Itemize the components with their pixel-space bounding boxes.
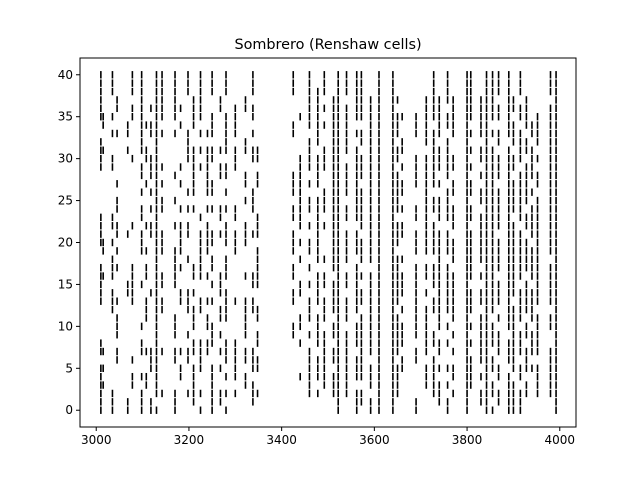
x-tick-label: 3600 [359,433,390,447]
y-tick-label: 0 [65,403,73,417]
spike-marks [100,71,557,414]
x-tick-label: 3800 [452,433,483,447]
y-tick-label: 10 [58,319,73,333]
y-tick-label: 20 [58,236,73,250]
y-tick-label: 25 [58,194,73,208]
y-tick-label: 40 [58,68,73,82]
y-tick-label: 30 [58,152,73,166]
y-axis: 0 5 10 15 20 25 30 35 40 [58,68,80,417]
x-tick-label: 3400 [266,433,297,447]
y-tick-label: 15 [58,277,73,291]
x-tick-label: 3200 [174,433,205,447]
x-tick-label: 4000 [545,433,576,447]
x-tick-label: 3000 [81,433,112,447]
x-axis: 3000 3200 3400 3600 3800 4000 [81,427,575,447]
y-tick-label: 35 [58,110,73,124]
plot-frame [79,57,577,428]
chart-title: Sombrero (Renshaw cells) [234,37,421,53]
y-tick-label: 5 [65,361,73,375]
